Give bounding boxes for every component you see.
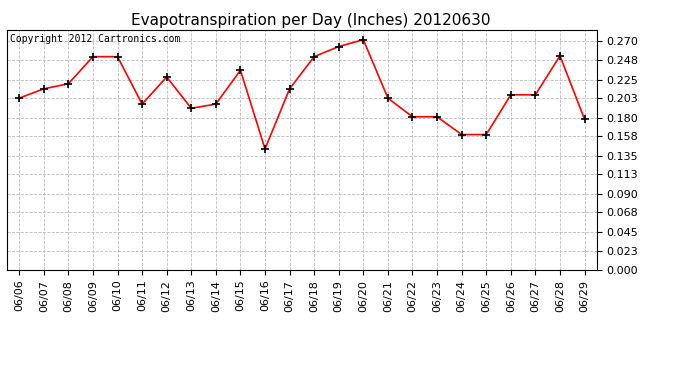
Text: Evapotranspiration per Day (Inches) 20120630: Evapotranspiration per Day (Inches) 2012… — [130, 13, 491, 28]
Text: Copyright 2012 Cartronics.com: Copyright 2012 Cartronics.com — [10, 34, 180, 44]
